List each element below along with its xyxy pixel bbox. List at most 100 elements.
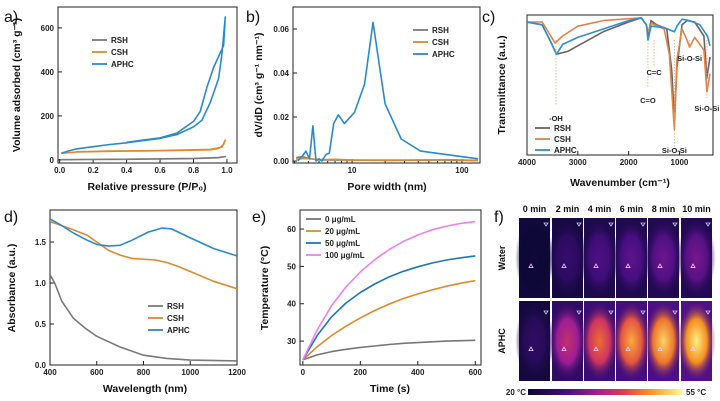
annotation-label: Si-O-Si: [662, 146, 687, 155]
marker-max-icon: [657, 346, 663, 351]
annotation-label: -OH: [549, 114, 563, 123]
x-axis-title: Time (s): [370, 383, 410, 395]
legend-label: RSH: [111, 36, 128, 45]
x-tick-label: 1200: [228, 368, 246, 377]
heat-spot: [612, 301, 651, 381]
series-line-csh: [527, 17, 711, 131]
series-line-aphc: [527, 17, 711, 55]
plot-frame: [292, 6, 481, 164]
marker-max-icon: [657, 263, 663, 268]
series-line-rsh: [50, 274, 237, 362]
series-line-rsh: [527, 17, 711, 121]
legend-label: APHC: [167, 326, 190, 335]
y-tick-label: 0.04: [273, 69, 289, 78]
chart-panel-e: e) 0 200 400 600 30 40 50 60 Time (s) Temperature …: [252, 209, 482, 395]
legend-label: 50 μg/mL: [325, 239, 360, 248]
series-line-50: [302, 255, 476, 361]
annotation-label: Si-O-Si: [694, 104, 719, 113]
y-tick-label: 60: [287, 225, 296, 234]
legend-label: APHC: [111, 60, 134, 69]
x-tick-label: 0.8: [188, 166, 200, 175]
heat-spot: [515, 218, 554, 298]
y-tick-label: 200: [41, 112, 55, 121]
y-tick-label: 400: [41, 68, 55, 77]
legend-label: CSH: [432, 38, 449, 47]
marker-min-icon: [543, 222, 549, 227]
y-tick-label: 0.00: [273, 157, 289, 166]
y-tick-label: 600: [41, 24, 55, 33]
y-axis-title: Absorbance (a.u.): [6, 244, 18, 333]
x-tick-label: 600: [469, 368, 483, 377]
time-label: 8 min: [652, 204, 676, 214]
series-line-aphc: [297, 21, 479, 162]
marker-max-icon: [625, 346, 631, 351]
series-line-csh: [61, 139, 227, 155]
heat-spot: [548, 301, 587, 381]
chart-panel-a: a) 0.0 0.2 0.4 0.6 0.8 1.0 0 200 400 600 Relative p…: [4, 6, 238, 193]
heat-spot: [580, 301, 619, 381]
x-tick-label: 2000: [620, 158, 638, 167]
plot-frame: [49, 209, 238, 366]
chart-panel-d: d) 400 600 800 1000 1200 0.0 0.5 1.0 1.5 Wavelengt…: [4, 209, 246, 395]
annotation-label: C=O: [640, 96, 656, 105]
marker-max-icon: [593, 346, 599, 351]
y-axis-title: Temperature (°C): [259, 246, 271, 331]
x-axis-title: Wavelength (nm): [103, 383, 187, 395]
series-line-aphc: [61, 16, 227, 155]
x-tick-label: 100: [455, 166, 469, 175]
series-line-20: [302, 279, 476, 361]
heat-spot: [515, 301, 554, 381]
marker-min-icon: [576, 310, 582, 315]
x-axis-title: Relative pressure (P/P₀): [87, 181, 206, 193]
time-label: 6 min: [620, 204, 644, 214]
x-tick-label: 200: [354, 368, 368, 377]
legend-label: CSH: [167, 314, 184, 323]
heat-spot: [644, 218, 683, 298]
series-line-rsh: [61, 155, 227, 161]
legend-label: 20 μg/mL: [325, 227, 360, 236]
marker-min-icon: [672, 222, 678, 227]
marker-min-icon: [576, 222, 582, 227]
heat-spot: [677, 301, 716, 381]
plot-frame: [526, 14, 714, 156]
x-tick-label: 1000: [671, 158, 689, 167]
row-label: Water: [497, 245, 507, 270]
series-line-aphc: [50, 218, 237, 257]
y-tick-label: 0: [50, 156, 55, 165]
legend-label: APHC: [554, 146, 577, 155]
marker-min-icon: [640, 222, 646, 227]
chart-panel-b: b) 10 100 0.00 0.02 0.04 0.06 Pore width (nm) dV…: [246, 6, 481, 193]
heat-spot: [548, 218, 587, 298]
plot-frame: [57, 6, 238, 164]
legend-label: 100 μg/mL: [325, 251, 365, 260]
legend-label: RSH: [432, 26, 449, 35]
marker-max-icon: [625, 263, 631, 268]
legend-label: RSH: [167, 302, 184, 311]
x-tick-label: 400: [43, 368, 57, 377]
chart-panel-c: c) 4000 3000 2000 1000 Wavenumber (cm⁻¹) Trans…: [482, 9, 719, 189]
series-line-csh: [50, 220, 237, 290]
marker-min-icon: [705, 310, 711, 315]
y-tick-label: 0.0: [35, 361, 47, 370]
x-axis-title: Wavenumber (cm⁻¹): [570, 177, 670, 189]
time-label: 4 min: [588, 204, 612, 214]
thermal-image-panel: f) 0 min 2 min 4 min 6 min 8 min 10 min Water AP…: [494, 204, 716, 397]
y-tick-label: 40: [287, 300, 296, 309]
marker-min-icon: [608, 310, 614, 315]
colorbar: [528, 389, 682, 395]
legend-label: RSH: [554, 124, 571, 133]
marker-min-icon: [705, 222, 711, 227]
legend-label: CSH: [111, 48, 128, 57]
legend-label: 0 μg/mL: [325, 215, 356, 224]
marker-min-icon: [640, 310, 646, 315]
marker-max-icon: [690, 346, 696, 351]
marker-max-icon: [528, 263, 534, 268]
annotation-label: C=C: [646, 68, 662, 77]
marker-max-icon: [593, 263, 599, 268]
x-tick-label: 600: [90, 368, 104, 377]
x-tick-label: 0.0: [54, 166, 66, 175]
colorbar-max-label: 55 °C: [686, 388, 706, 397]
heat-spot: [580, 218, 619, 298]
panel-letter: a): [4, 9, 18, 26]
